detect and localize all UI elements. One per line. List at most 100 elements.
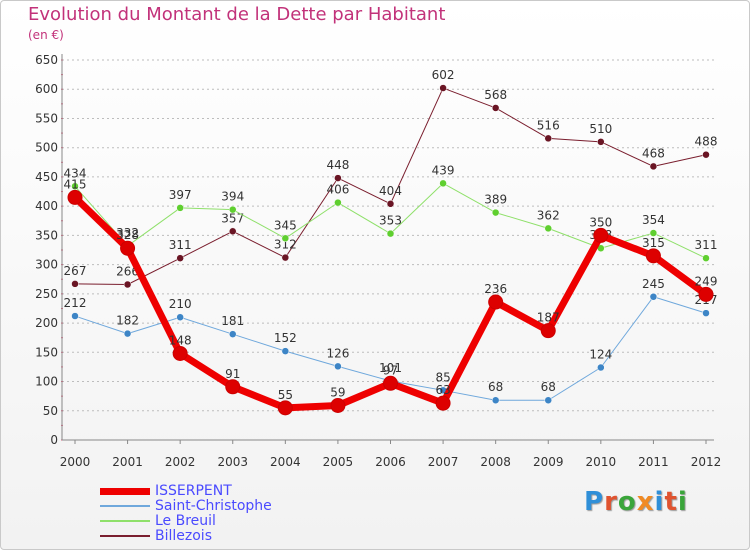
data-label-saint-christophe: 68 — [488, 380, 503, 394]
data-label-isserpent: 55 — [278, 388, 293, 402]
x-tick-label: 2004 — [270, 455, 301, 469]
x-tick-label: 2003 — [217, 455, 248, 469]
data-point-isserpent — [383, 375, 398, 391]
data-label-le-breuil: 394 — [221, 190, 244, 204]
data-label-le-breuil: 439 — [432, 163, 455, 177]
data-label-le-breuil: 345 — [274, 218, 297, 232]
x-tick-label: 2005 — [323, 455, 354, 469]
data-label-billezois: 568 — [484, 88, 507, 102]
data-label-billezois: 311 — [169, 238, 192, 252]
y-tick-label: 450 — [35, 170, 58, 184]
data-point-saint-christophe — [597, 363, 605, 372]
data-label-le-breuil: 311 — [695, 238, 718, 252]
data-point-billezois — [597, 138, 605, 146]
data-label-billezois: 510 — [589, 122, 612, 136]
data-label-isserpent: 148 — [169, 333, 192, 347]
data-label-isserpent: 415 — [64, 177, 87, 191]
data-label-saint-christophe: 85 — [435, 370, 450, 384]
data-point-isserpent — [540, 323, 556, 339]
data-label-isserpent: 315 — [642, 236, 665, 250]
data-point-le-breuil — [702, 254, 710, 262]
data-point-billezois — [544, 134, 552, 143]
x-tick-label: 2007 — [428, 455, 459, 469]
data-point-le-breuil — [71, 182, 79, 191]
data-point-isserpent — [645, 248, 661, 264]
data-point-billezois — [491, 104, 500, 112]
data-point-billezois — [123, 280, 132, 289]
data-point-billezois — [71, 280, 79, 288]
data-point-le-breuil — [386, 229, 395, 238]
data-label-isserpent: 328 — [116, 228, 139, 242]
data-point-le-breuil — [334, 198, 342, 207]
y-tick-label: 600 — [35, 82, 58, 96]
data-point-isserpent — [277, 400, 293, 416]
data-label-isserpent: 350 — [589, 215, 612, 229]
data-label-saint-christophe: 210 — [169, 297, 192, 311]
data-point-le-breuil — [649, 229, 658, 237]
logo-letter: i — [677, 487, 688, 517]
data-point-billezois — [281, 253, 290, 262]
data-label-billezois: 488 — [695, 135, 718, 149]
x-tick-label: 2006 — [375, 455, 406, 469]
data-point-saint-christophe — [544, 396, 552, 404]
data-point-saint-christophe — [123, 329, 132, 338]
y-tick-label: 400 — [35, 199, 58, 213]
y-tick-label: 100 — [35, 375, 58, 389]
data-point-isserpent — [435, 395, 451, 411]
x-tick-label: 2008 — [480, 455, 511, 469]
y-tick-label: 350 — [35, 228, 58, 242]
data-point-saint-christophe — [334, 362, 342, 371]
data-label-le-breuil: 354 — [642, 213, 665, 227]
data-point-isserpent — [593, 227, 609, 243]
logo-letter: i — [654, 487, 665, 517]
line-chart: 0 50 100 150 200 250 300 350 400 450 500 550 600 650 2… — [35, 53, 722, 469]
data-point-isserpent — [488, 294, 504, 310]
proxiti-logo: Proxiti — [584, 487, 688, 517]
data-label-saint-christophe: 126 — [326, 346, 349, 360]
logo-letter: r — [604, 487, 618, 517]
y-tick-label: 250 — [35, 287, 58, 301]
data-label-le-breuil: 406 — [326, 183, 349, 197]
data-point-le-breuil — [229, 205, 237, 214]
data-label-billezois: 468 — [642, 146, 665, 160]
data-point-le-breuil — [281, 234, 290, 243]
data-label-saint-christophe: 124 — [589, 348, 612, 362]
data-point-isserpent — [172, 345, 188, 361]
chart-title: Evolution du Montant de la Dette par Hab… — [28, 4, 446, 25]
data-label-saint-christophe: 68 — [541, 380, 556, 394]
x-tick-label: 2012 — [691, 455, 722, 469]
data-point-saint-christophe — [71, 312, 79, 320]
data-point-isserpent — [330, 398, 346, 414]
data-point-le-breuil — [176, 204, 184, 212]
data-point-saint-christophe — [491, 396, 500, 404]
data-label-le-breuil: 353 — [379, 214, 402, 228]
logo-letter: x — [636, 487, 655, 517]
y-tick-label: 150 — [35, 345, 58, 359]
x-tick-label: 2011 — [638, 455, 669, 469]
y-tick-label: 550 — [35, 111, 58, 125]
logo-letter: P — [584, 487, 605, 517]
y-tick-label: 650 — [35, 53, 58, 67]
data-label-billezois: 448 — [326, 158, 349, 172]
logo-letter: t — [664, 487, 678, 517]
data-point-billezois — [386, 200, 395, 208]
chart-subtitle: (en €) — [28, 28, 64, 42]
data-point-billezois — [229, 227, 237, 236]
data-label-billezois: 312 — [274, 238, 297, 252]
legend-swatch-saint-christophe — [100, 505, 150, 507]
legend-label-billezois: Billezois — [155, 528, 212, 544]
data-point-saint-christophe — [702, 309, 710, 317]
y-tick-label: 50 — [43, 404, 58, 418]
data-label-le-breuil: 434 — [64, 166, 87, 180]
data-label-isserpent: 91 — [225, 367, 240, 381]
data-label-saint-christophe: 182 — [116, 314, 139, 328]
data-label-isserpent: 236 — [484, 282, 507, 296]
legend-swatch-billezois — [100, 535, 150, 537]
data-point-billezois — [649, 162, 658, 171]
x-tick-label: 2002 — [165, 455, 196, 469]
legend-label-saint-christophe: Saint-Christophe — [155, 498, 272, 514]
data-label-saint-christophe: 245 — [642, 277, 665, 291]
legend-label-le-breuil: Le Breuil — [155, 513, 216, 529]
data-label-saint-christophe: 101 — [379, 361, 402, 375]
data-label-le-breuil: 332 — [116, 226, 139, 240]
